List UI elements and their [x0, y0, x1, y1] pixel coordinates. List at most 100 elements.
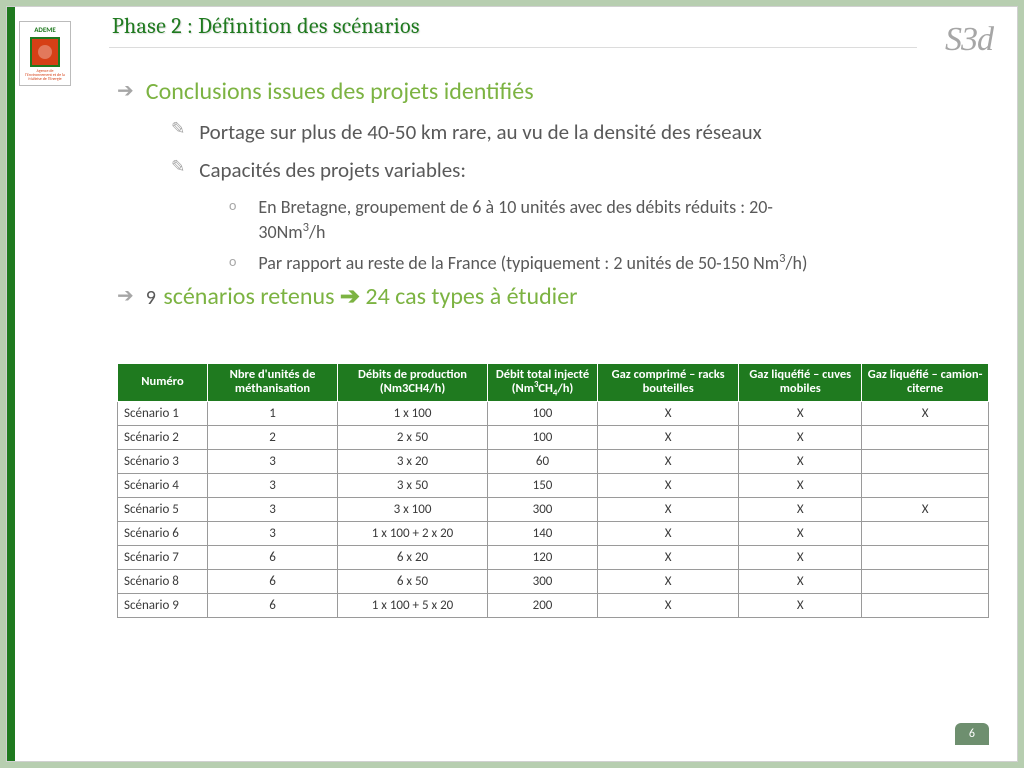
bullet-conclusions: ➔ Conclusions issues des projets identif… [117, 77, 989, 106]
s3d-logo: S3d [945, 21, 993, 59]
th-total-nm: (Nm [512, 381, 534, 396]
cell-g1: X [598, 569, 739, 593]
cell-units: 6 [208, 569, 338, 593]
cell-numero: Scénario 8 [118, 569, 208, 593]
table-header-row: Numéro Nbre d'unités de méthanisation Dé… [118, 364, 989, 402]
cell-units: 1 [208, 401, 338, 425]
cell-total: 150 [488, 473, 598, 497]
th-total-ch: CH [538, 381, 553, 396]
table-row: Scénario 533 x 100300XXX [118, 497, 989, 521]
table-body: Scénario 111 x 100100XXXScénario 222 x 5… [118, 401, 989, 617]
bullet-portage-text: Portage sur plus de 40-50 km rare, au vu… [199, 118, 762, 146]
th-gaz-comprime: Gaz comprimé – racks bouteilles [598, 364, 739, 402]
cell-debit: 3 x 50 [338, 473, 488, 497]
cell-units: 2 [208, 425, 338, 449]
scenarios-after: 24 cas types à étudier [360, 282, 578, 311]
ademe-logo: ADEME Agence de l'Environnement et de la… [19, 21, 71, 86]
cell-total: 60 [488, 449, 598, 473]
cell-g2: X [739, 593, 862, 617]
sub-bretagne-a: En Bretagne, groupement de 6 à 10 unités… [258, 196, 772, 218]
ademe-logo-top: ADEME [22, 24, 68, 35]
cell-g1: X [598, 425, 739, 449]
cell-debit: 3 x 20 [338, 449, 488, 473]
circle-bullet-icon: o [229, 195, 236, 216]
cell-g1: X [598, 593, 739, 617]
subbullet-france: o Par rapport au reste de la France (typ… [229, 251, 989, 276]
cell-numero: Scénario 6 [118, 521, 208, 545]
content-area: ➔ Conclusions issues des projets identif… [117, 77, 989, 319]
cell-debit: 6 x 20 [338, 545, 488, 569]
conclusions-title: Conclusions issues des projets identifié… [146, 77, 534, 106]
scenario-table-wrap: Numéro Nbre d'unités de méthanisation Dé… [117, 363, 989, 618]
bullet-portage: ✎ Portage sur plus de 40-50 km rare, au … [171, 118, 989, 146]
circle-bullet-icon: o [229, 251, 236, 272]
bullet-capacites: ✎ Capacités des projets variables: [171, 156, 989, 184]
cell-g3 [862, 569, 989, 593]
cell-total: 300 [488, 497, 598, 521]
cell-g2: X [739, 425, 862, 449]
cell-units: 3 [208, 449, 338, 473]
scenario-table: Numéro Nbre d'unités de méthanisation Dé… [117, 363, 989, 618]
page-number-badge: 6 [955, 723, 989, 745]
cell-total: 100 [488, 425, 598, 449]
ademe-logo-caption: Agence de l'Environnement et de la Maîtr… [22, 69, 68, 83]
subbullet-bretagne-text: En Bretagne, groupement de 6 à 10 unités… [258, 195, 772, 245]
cell-g2: X [739, 401, 862, 425]
slide-title: Phase 2 : Définition des scénarios [112, 13, 420, 39]
scenarios-line: 9 scénarios retenus ➔ 24 cas types à étu… [146, 282, 578, 311]
cell-debit: 1 x 100 [338, 401, 488, 425]
th-total-line1: Débit total injecté [496, 367, 589, 382]
cell-total: 120 [488, 545, 598, 569]
table-head: Numéro Nbre d'unités de méthanisation Dé… [118, 364, 989, 402]
table-row: Scénario 111 x 100100XXX [118, 401, 989, 425]
cell-total: 200 [488, 593, 598, 617]
sub-france-b: /h) [786, 252, 808, 274]
cell-units: 3 [208, 497, 338, 521]
cell-g2: X [739, 449, 862, 473]
cell-debit: 3 x 100 [338, 497, 488, 521]
cell-numero: Scénario 9 [118, 593, 208, 617]
bullet-scenarios: ➔ 9 scénarios retenus ➔ 24 cas types à é… [117, 282, 989, 311]
cell-g3 [862, 521, 989, 545]
cell-g2: X [739, 521, 862, 545]
cell-total: 300 [488, 569, 598, 593]
th-total: Débit total injecté (Nm3CH4/h) [488, 364, 598, 402]
subbullet-france-text: Par rapport au reste de la France (typiq… [258, 251, 807, 276]
cell-g3 [862, 545, 989, 569]
cell-g2: X [739, 569, 862, 593]
arrow-right-icon: ➔ [117, 282, 134, 310]
th-gaz-camion: Gaz liquéfié – camion-citerne [862, 364, 989, 402]
th-debits: Débits de production (Nm3CH4/h) [338, 364, 488, 402]
cell-numero: Scénario 7 [118, 545, 208, 569]
cell-g1: X [598, 473, 739, 497]
table-row: Scénario 631 x 100 + 2 x 20140XX [118, 521, 989, 545]
cell-units: 3 [208, 473, 338, 497]
slide: ADEME Agence de l'Environnement et de la… [6, 6, 1018, 762]
cell-numero: Scénario 1 [118, 401, 208, 425]
arrow-right-icon: ➔ [117, 77, 134, 105]
big-arrow-icon: ➔ [340, 282, 360, 311]
cell-g3 [862, 473, 989, 497]
cell-g1: X [598, 401, 739, 425]
cell-g1: X [598, 521, 739, 545]
th-units: Nbre d'unités de méthanisation [208, 364, 338, 402]
hand-point-icon: ✎ [171, 156, 185, 179]
th-gaz-cuves: Gaz liquéfié – cuves mobiles [739, 364, 862, 402]
cell-numero: Scénario 3 [118, 449, 208, 473]
table-row: Scénario 433 x 50150XX [118, 473, 989, 497]
bullet-capacites-text: Capacités des projets variables: [199, 156, 466, 184]
cell-g3 [862, 449, 989, 473]
cell-g2: X [739, 497, 862, 521]
cell-numero: Scénario 4 [118, 473, 208, 497]
cell-g2: X [739, 473, 862, 497]
cell-numero: Scénario 2 [118, 425, 208, 449]
cell-g2: X [739, 545, 862, 569]
hand-point-icon: ✎ [171, 118, 185, 141]
cell-g3 [862, 593, 989, 617]
th-total-hr: /h) [557, 381, 573, 396]
cell-debit: 1 x 100 + 2 x 20 [338, 521, 488, 545]
cell-numero: Scénario 5 [118, 497, 208, 521]
sub-bretagne-c: /h [309, 221, 325, 243]
scenarios-text: scénarios retenus [158, 282, 340, 311]
cell-g1: X [598, 449, 739, 473]
